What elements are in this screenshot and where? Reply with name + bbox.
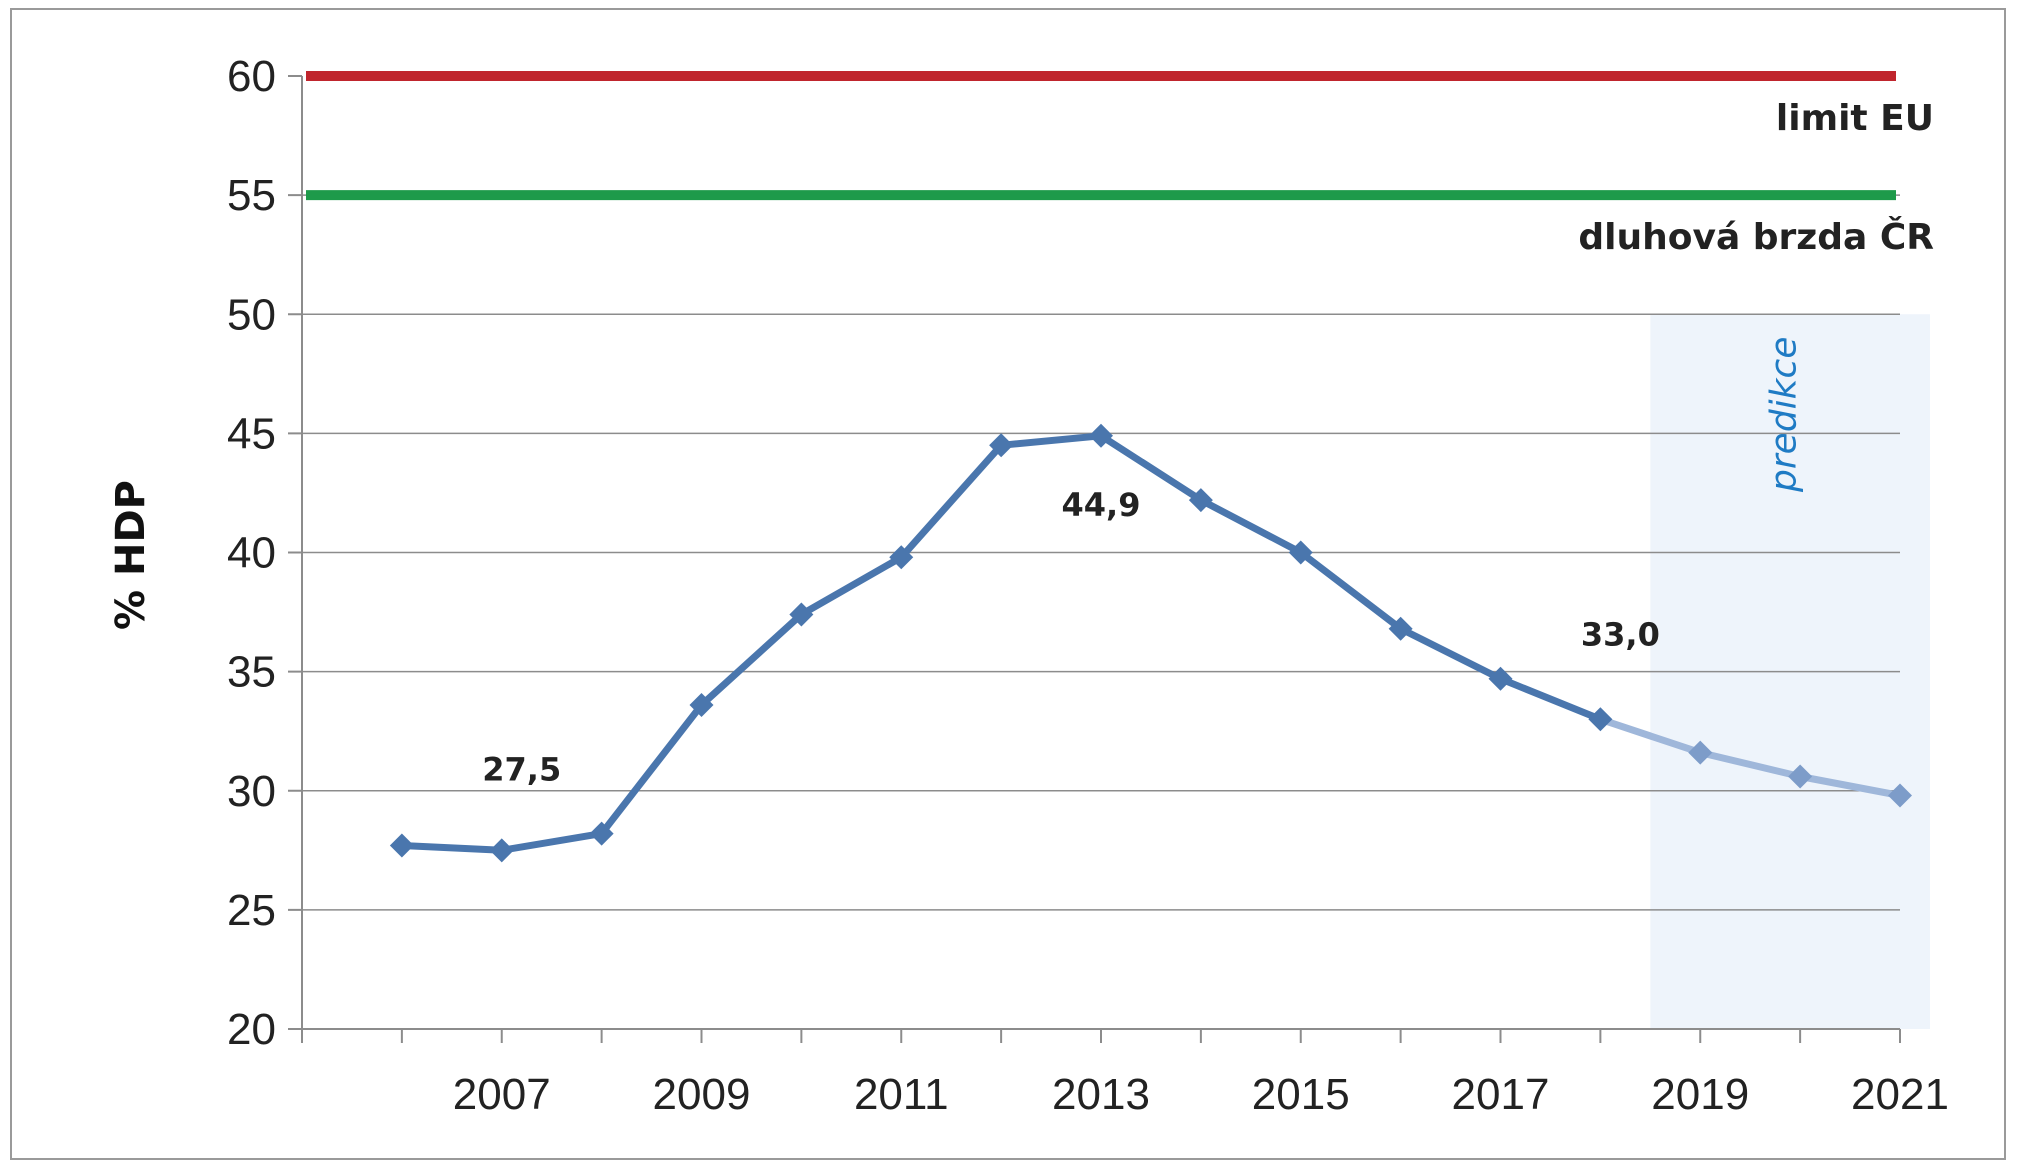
y-axis-label: % HDP	[108, 480, 154, 630]
x-tick-label-2019: 2019	[1651, 1070, 1749, 1119]
x-tick-label-2009: 2009	[653, 1070, 751, 1119]
y-tick-label-30: 30	[227, 767, 276, 816]
reference-label-2: dluhová brzda ČR	[1578, 216, 1934, 258]
series-line	[401, 432, 1602, 854]
y-tick-label-20: 20	[227, 1005, 276, 1054]
x-tick-label-2015: 2015	[1252, 1070, 1350, 1119]
data-point-2006	[389, 833, 414, 858]
x-tick-label-2011: 2011	[854, 1070, 949, 1119]
data-point-2015	[1288, 540, 1313, 565]
y-tick-label-25: 25	[227, 886, 276, 935]
y-tick-label-50: 50	[227, 290, 276, 339]
data-point-2013	[1089, 423, 1113, 448]
series-line-forecast	[1599, 715, 1901, 799]
data-point-2021	[1888, 783, 1912, 808]
data-point-2019	[1688, 740, 1713, 765]
data-point-2010	[789, 602, 814, 627]
x-tick-label-2021: 2021	[1851, 1070, 1949, 1119]
x-tick-label-2013: 2013	[1052, 1070, 1150, 1119]
data-point-2016	[1388, 616, 1413, 641]
data-point-2014	[1188, 488, 1213, 513]
forecast-label: predikce	[1763, 337, 1804, 493]
data-point-2011	[889, 545, 914, 570]
data-point-2017	[1488, 666, 1513, 691]
y-tick-label-35: 35	[227, 648, 276, 697]
data-point-2012	[989, 433, 1014, 458]
data-point-2009	[689, 692, 714, 717]
data-point-2008	[589, 821, 614, 846]
data-label-2013: 44,9	[1062, 486, 1141, 524]
y-tick-label-55: 55	[227, 171, 276, 220]
x-tick-label-2007: 2007	[453, 1070, 551, 1119]
data-label-2018: 33,0	[1581, 615, 1660, 653]
y-tick-label-45: 45	[227, 409, 276, 458]
y-tick-label-60: 60	[227, 52, 276, 101]
data-point-2007	[489, 838, 514, 863]
data-label-2007: 27,5	[482, 750, 561, 788]
x-tick-label-2017: 2017	[1452, 1070, 1550, 1119]
y-tick-label-40: 40	[227, 529, 276, 578]
data-point-2020	[1788, 764, 1813, 789]
data-point-2018	[1588, 707, 1613, 732]
reference-label-1: limit EU	[1776, 98, 1934, 139]
